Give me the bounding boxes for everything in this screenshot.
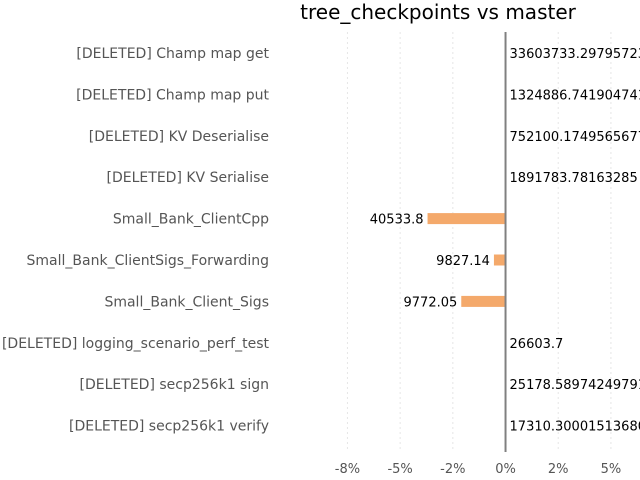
value-label: 26603.7 [510, 337, 564, 352]
x-tick-label: -8% [335, 462, 360, 477]
bar [427, 213, 506, 225]
value-label: 17310.30001513680 [510, 420, 640, 435]
x-tick-label: -5% [387, 462, 412, 477]
labels-layer: [DELETED] Champ map get 33603733.29795723… [2, 46, 640, 435]
value-label: 752100.1749565677 [510, 130, 640, 145]
x-tick-label: 0% [495, 462, 516, 477]
value-label: 33603733.29795723 [510, 47, 640, 62]
value-label: 9772.05 [404, 295, 458, 310]
x-tick-label: -2% [440, 462, 465, 477]
grid-layer [346, 32, 612, 452]
category-label: [DELETED] KV Serialise [107, 170, 269, 186]
category-label: [DELETED] Champ map get [76, 46, 269, 62]
chart-title: tree_checkpoints vs master [300, 0, 576, 24]
bars-layer [427, 213, 506, 307]
category-label: [DELETED] secp256k1 verify [69, 419, 269, 435]
category-label: Small_Bank_ClientSigs_Forwarding [27, 253, 269, 269]
bar [493, 254, 506, 266]
value-label: 1324886.741904741 [510, 88, 640, 103]
ticks-layer: -8% -5% -2% 0% 2% 5% [335, 462, 621, 477]
x-tick-label: 5% [601, 462, 622, 477]
category-label: [DELETED] secp256k1 sign [80, 377, 269, 393]
value-label: 40533.8 [370, 213, 424, 228]
category-label: [DELETED] KV Deserialise [89, 129, 269, 145]
bar [461, 295, 506, 307]
value-label: 9827.14 [436, 254, 490, 269]
value-label: 1891783.78163285 [510, 171, 638, 186]
category-label: Small_Bank_Client_Sigs [104, 294, 269, 310]
value-label: 25178.58974249791 [510, 378, 640, 393]
category-label: [DELETED] Champ map put [76, 87, 269, 103]
category-label: [DELETED] logging_scenario_perf_test [2, 336, 270, 352]
category-label: Small_Bank_ClientCpp [113, 212, 269, 228]
x-tick-label: 2% [548, 462, 569, 477]
